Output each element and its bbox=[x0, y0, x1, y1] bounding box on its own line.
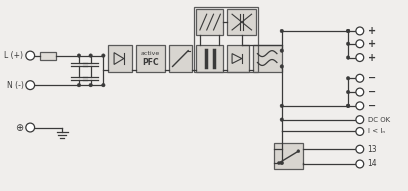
Text: −: − bbox=[368, 101, 376, 111]
Text: −: − bbox=[368, 87, 376, 97]
Circle shape bbox=[26, 123, 35, 132]
Circle shape bbox=[280, 161, 284, 165]
Bar bbox=[169, 45, 192, 72]
Text: active: active bbox=[140, 51, 160, 56]
Circle shape bbox=[346, 90, 350, 94]
Text: N (-): N (-) bbox=[7, 81, 23, 90]
Text: ⊕: ⊕ bbox=[15, 123, 23, 133]
Bar bbox=[227, 9, 257, 35]
Text: L (+): L (+) bbox=[4, 51, 23, 60]
Text: −: − bbox=[368, 73, 376, 83]
Circle shape bbox=[77, 83, 81, 87]
Text: +: + bbox=[368, 53, 376, 63]
Bar bbox=[253, 45, 282, 72]
Circle shape bbox=[297, 150, 300, 153]
Circle shape bbox=[346, 76, 350, 80]
Circle shape bbox=[356, 54, 364, 62]
Circle shape bbox=[356, 128, 364, 135]
Circle shape bbox=[280, 49, 284, 53]
Circle shape bbox=[26, 51, 35, 60]
Text: DC OK: DC OK bbox=[368, 117, 390, 123]
Circle shape bbox=[280, 29, 284, 33]
Circle shape bbox=[77, 54, 81, 57]
Bar bbox=[135, 45, 165, 72]
Circle shape bbox=[356, 74, 364, 82]
Circle shape bbox=[356, 116, 364, 124]
Circle shape bbox=[346, 56, 350, 59]
Circle shape bbox=[89, 54, 93, 57]
Circle shape bbox=[102, 83, 105, 87]
Bar bbox=[194, 7, 258, 72]
Bar bbox=[196, 9, 223, 35]
Circle shape bbox=[346, 42, 350, 45]
Circle shape bbox=[280, 118, 284, 121]
Circle shape bbox=[277, 162, 280, 164]
Circle shape bbox=[280, 104, 284, 108]
Bar bbox=[108, 45, 132, 72]
Circle shape bbox=[89, 83, 93, 87]
Circle shape bbox=[356, 145, 364, 153]
Circle shape bbox=[346, 29, 350, 33]
Circle shape bbox=[356, 160, 364, 168]
Circle shape bbox=[356, 102, 364, 110]
Bar bbox=[227, 45, 248, 72]
Circle shape bbox=[26, 81, 35, 90]
Circle shape bbox=[356, 40, 364, 48]
Circle shape bbox=[280, 65, 284, 68]
Circle shape bbox=[346, 29, 350, 33]
Text: PFC: PFC bbox=[142, 58, 158, 67]
Circle shape bbox=[356, 88, 364, 96]
Circle shape bbox=[356, 27, 364, 35]
Text: +: + bbox=[368, 26, 376, 36]
Text: +: + bbox=[368, 39, 376, 49]
Text: I < Iₙ: I < Iₙ bbox=[368, 129, 385, 134]
Bar bbox=[274, 143, 303, 169]
Bar bbox=[196, 45, 223, 72]
Circle shape bbox=[346, 104, 350, 108]
Text: 13: 13 bbox=[368, 145, 377, 154]
Text: 14: 14 bbox=[368, 159, 377, 168]
Circle shape bbox=[346, 104, 350, 108]
Circle shape bbox=[102, 54, 105, 57]
Bar bbox=[40, 52, 55, 60]
